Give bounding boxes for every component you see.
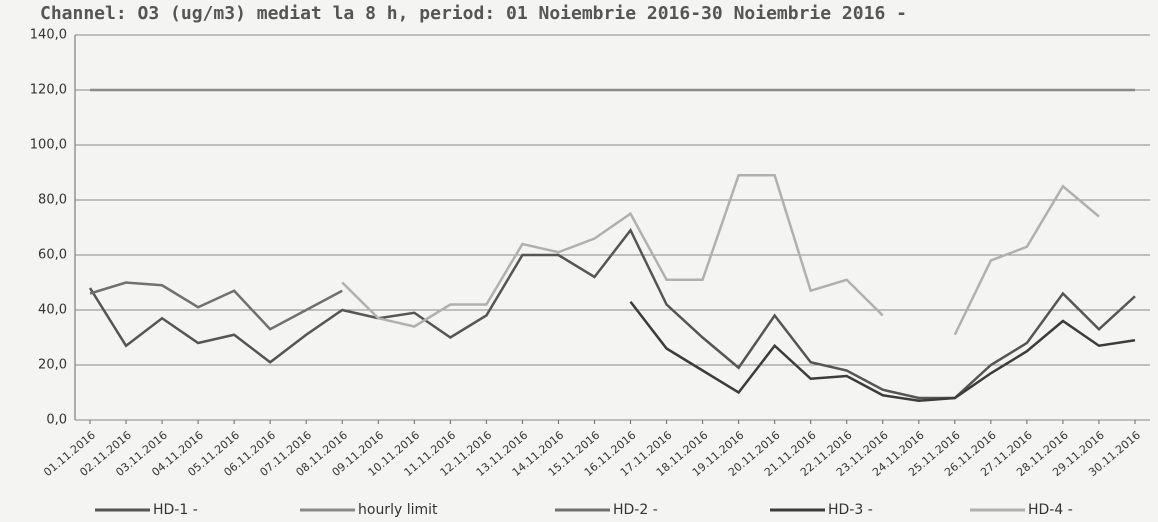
series-line	[341, 174, 1100, 336]
y-tick-label: 40,0	[38, 303, 67, 318]
series-line	[629, 300, 1136, 403]
chart-title: Channel: O3 (ug/m3) mediat la 8 h, perio…	[40, 3, 907, 24]
series-line	[89, 281, 343, 331]
y-tick-label: 60,0	[38, 248, 67, 263]
legend-label: HD-4 -	[1028, 502, 1073, 518]
y-tick-label: 140,0	[30, 28, 67, 43]
legend-label: HD-1 -	[153, 502, 198, 518]
y-tick-label: 80,0	[38, 193, 67, 208]
legend-label: hourly limit	[358, 502, 438, 518]
y-tick-label: 120,0	[30, 83, 67, 98]
legend-label: HD-3 -	[828, 502, 873, 518]
y-tick-label: 100,0	[30, 138, 67, 153]
y-tick-label: 0,0	[46, 413, 67, 428]
y-tick-label: 20,0	[38, 358, 67, 373]
legend-label: HD-2 -	[613, 502, 658, 518]
